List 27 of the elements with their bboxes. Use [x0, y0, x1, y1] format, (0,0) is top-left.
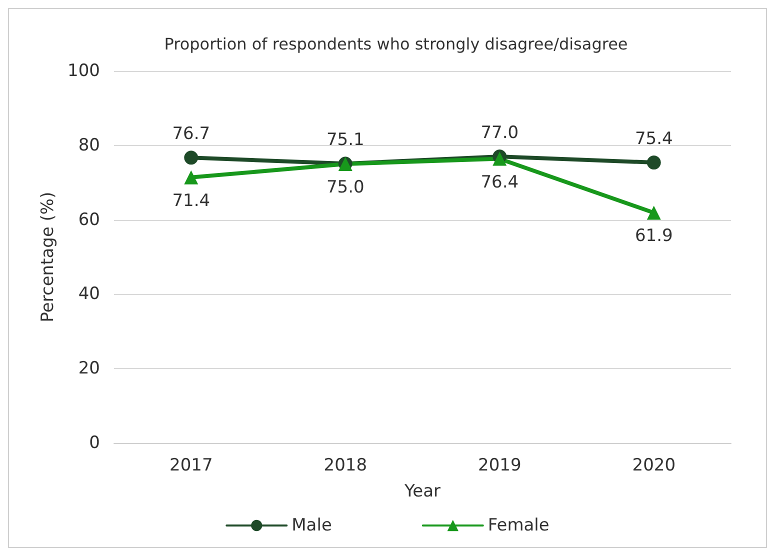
y-tick-label: 100 [68, 61, 100, 81]
point [184, 150, 198, 165]
point [184, 170, 198, 184]
legend-label: Male [292, 516, 332, 536]
data-label: 61.9 [634, 226, 673, 246]
y-tick-label: 60 [78, 210, 100, 230]
data-label: 77.0 [480, 123, 519, 144]
data-label: 75.0 [326, 178, 364, 198]
y-tick-label: 40 [78, 284, 100, 304]
legend-label: Female [488, 516, 550, 536]
x-tick-label: 2020 [632, 456, 676, 476]
y-tick-label: 0 [89, 433, 100, 453]
y-tick-label: 80 [78, 135, 100, 156]
data-label: 76.7 [172, 124, 210, 144]
y-axis-title: Percentage (%) [38, 192, 58, 322]
point [646, 206, 661, 220]
data-label: 71.4 [172, 190, 210, 211]
data-label: 76.4 [480, 172, 519, 192]
data-label: 75.1 [326, 130, 364, 150]
x-axis-title: Year [404, 482, 441, 502]
y-tick-label: 20 [78, 358, 100, 379]
point [646, 156, 661, 170]
chart-title: Proportion of respondents who strongly disagree/disagree [164, 34, 628, 54]
x-tick-label: 2019 [478, 456, 522, 476]
x-tick-label: 2017 [169, 456, 213, 476]
x-tick-label: 2018 [324, 456, 368, 476]
data-label: 75.4 [634, 129, 673, 150]
